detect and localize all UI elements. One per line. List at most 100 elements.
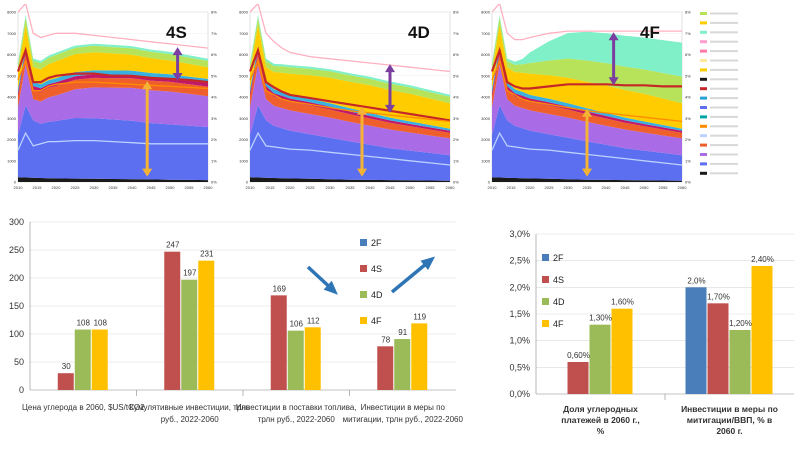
series-line-1 — [16, 46, 209, 84]
legend-label-placeholder — [710, 12, 738, 15]
y-tick-label: 0,5% — [509, 362, 530, 372]
y-right-tick-label: 4% — [685, 95, 691, 100]
legend-swatch — [700, 171, 707, 175]
legend-swatch — [700, 134, 707, 138]
y-tick-label: 7000 — [239, 31, 249, 36]
legend-label-placeholder — [710, 40, 738, 43]
data-label: 1,20% — [729, 319, 752, 328]
bar-chart-investments: 0 50 100 150 200 250 300 30 108 108 Цена углерода … — [0, 212, 470, 468]
arrow-head-down — [582, 168, 592, 177]
legend-label-placeholder — [710, 78, 738, 81]
legend-label-4S: 4S — [553, 275, 564, 285]
y-tick-label: 1,5% — [509, 309, 530, 319]
legend-label-4F: 4F — [371, 316, 382, 326]
y-tick-label: 5000 — [481, 73, 491, 78]
double-arrow-1 — [608, 32, 619, 86]
legend-label-placeholder — [710, 153, 738, 156]
y-right-tick-label: 5% — [453, 73, 459, 78]
y-tick-label: 0 — [14, 180, 17, 185]
panel-title: 4D — [408, 23, 430, 42]
y-tick-label: 100 — [9, 329, 24, 339]
y-right-tick-label: 6% — [685, 52, 691, 57]
legend-label-placeholder — [710, 21, 738, 24]
bar-4S-1 — [164, 251, 181, 390]
series-line-2 — [491, 58, 683, 123]
data-label: 1,60% — [611, 298, 634, 307]
y-tick-label: 7000 — [7, 31, 17, 36]
y-right-tick-label: 5% — [685, 73, 691, 78]
arrow-head-up — [142, 81, 153, 90]
y-tick-label: 1000 — [481, 158, 491, 163]
y-tick-label: 5000 — [7, 73, 17, 78]
legend-label-4F: 4F — [553, 319, 564, 329]
stack-area-2 — [492, 64, 682, 156]
y-tick-label: 0 — [246, 180, 249, 185]
legend-swatch — [700, 12, 707, 15]
stack-area-0 — [250, 177, 450, 182]
series-line-1 — [248, 46, 451, 122]
legend-label-placeholder — [710, 125, 738, 128]
x-tick-label: 2060 — [678, 185, 688, 190]
y-right-tick-label: 8% — [685, 10, 691, 15]
stack-area-0 — [18, 177, 208, 182]
data-label: 119 — [413, 312, 426, 321]
x-tick-label: 2025 — [545, 185, 555, 190]
double-arrow-0 — [142, 81, 153, 177]
area-chart-4s-svg: 0 1000 2000 3000 4000 5000 6000 7000 8000 0% 1% 2% 3… — [7, 4, 217, 190]
y-right-tick-label: 0% — [685, 180, 691, 185]
y-tick-label: 0,0% — [509, 389, 530, 399]
y-right-tick-label: 0% — [211, 180, 217, 185]
bar-4D-0 — [74, 329, 91, 390]
double-arrow-0 — [357, 106, 367, 177]
bar-4S-0 — [57, 373, 74, 390]
data-label: 0,60% — [567, 351, 590, 360]
y-tick-label: 6000 — [239, 52, 249, 57]
x-tick-label: 2050 — [166, 185, 176, 190]
legend-swatch-2F — [542, 254, 549, 261]
area-chart-4f: 0 1000 2000 3000 4000 5000 6000 7000 8000 0% 1% 2% 3… — [478, 4, 796, 196]
bar-4S-3 — [377, 346, 394, 390]
x-tick-label: 2025 — [306, 185, 316, 190]
y-tick-label: 50 — [14, 357, 24, 367]
series-line-2 — [249, 58, 451, 123]
x-tick-label: 2035 — [346, 185, 356, 190]
legend-swatch — [700, 49, 707, 53]
data-label: 106 — [290, 320, 304, 329]
y-right-tick-label: 7% — [453, 31, 459, 36]
bar-4D-0 — [589, 324, 611, 394]
data-label: 1,30% — [589, 314, 612, 323]
series-line-2 — [17, 58, 209, 92]
bar-4S-0 — [567, 362, 589, 394]
x-tick-label: 2040 — [366, 185, 376, 190]
y-tick-label: 8000 — [481, 10, 491, 15]
y-right-tick-label: 2% — [453, 137, 459, 142]
bar-4S-1 — [707, 303, 729, 394]
stack-area-6 — [250, 25, 450, 129]
arrow-head-up — [582, 108, 592, 117]
legend-swatch — [700, 40, 707, 44]
x-tick-label: 2045 — [386, 185, 396, 190]
y-tick-label: 1,0% — [509, 336, 530, 346]
y-right-tick-label: 6% — [211, 52, 217, 57]
legend-label-4D: 4D — [553, 297, 565, 307]
series-line-3 — [249, 131, 451, 166]
bar-4F-2 — [304, 327, 321, 390]
legend-label-placeholder — [710, 97, 738, 100]
category-label: платежей в 2060 г., — [561, 415, 640, 425]
series-line-1 — [490, 46, 682, 90]
data-label: 169 — [273, 284, 287, 293]
legend-swatch — [700, 59, 707, 62]
stack-area-7 — [492, 17, 682, 104]
data-label: 30 — [62, 362, 71, 371]
legend-swatch — [700, 87, 707, 91]
x-tick-label: 2050 — [406, 185, 416, 190]
x-tick-label: 2045 — [147, 185, 157, 190]
category-label: руб., 2022-2060 — [161, 415, 220, 424]
y-tick-label: 4000 — [239, 95, 249, 100]
x-tick-label: 2045 — [621, 185, 631, 190]
panel-title: 4F — [640, 23, 660, 42]
bar-4F-3 — [411, 323, 428, 390]
stack-area-6 — [492, 25, 682, 129]
x-tick-label: 2035 — [583, 185, 593, 190]
legend-swatch-4D — [360, 291, 367, 298]
